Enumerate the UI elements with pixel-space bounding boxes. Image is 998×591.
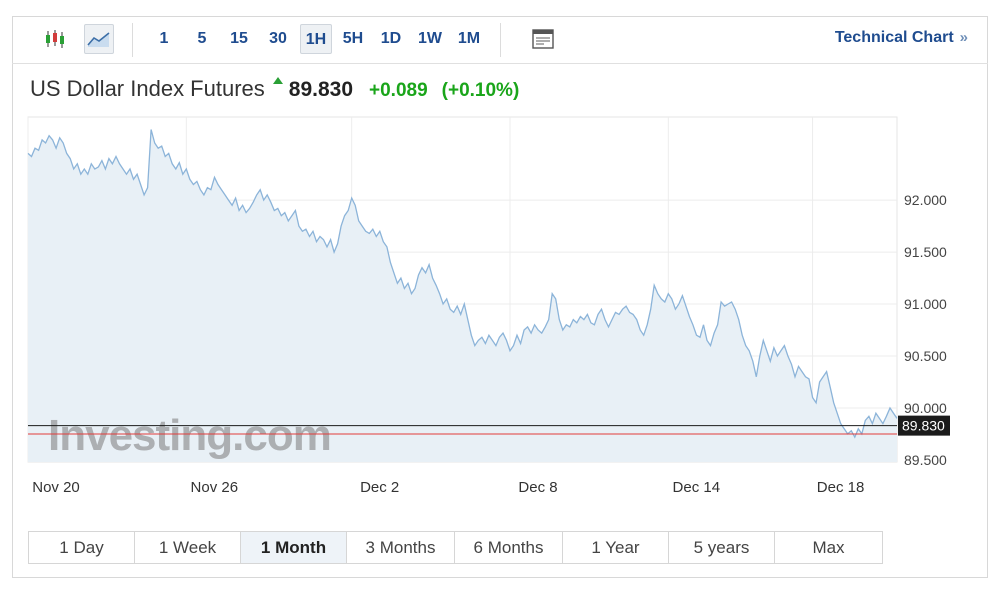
range-1-month-button[interactable]: 1 Month xyxy=(240,531,347,564)
x-tick-label: Dec 8 xyxy=(518,479,557,496)
series-area-fill xyxy=(28,129,897,462)
interval-15-button[interactable]: 15 xyxy=(230,30,248,47)
double-chevron-right-icon: » xyxy=(959,29,968,46)
series-line xyxy=(27,129,898,439)
current-price-badge xyxy=(898,415,950,436)
y-tick-label: 92.000 xyxy=(904,192,947,208)
y-tick-label: 90.500 xyxy=(904,348,947,364)
instrument-name: US Dollar Index Futures xyxy=(30,76,265,101)
interval-30-button[interactable]: 30 xyxy=(269,30,287,47)
x-tick-label: Dec 14 xyxy=(673,479,721,496)
watermark-logo: Investing.com xyxy=(48,411,331,460)
interval-1w-button[interactable]: 1W xyxy=(418,30,442,47)
current-price-label: 89.830 xyxy=(902,418,945,434)
up-arrow-icon xyxy=(272,77,283,84)
toolbar-divider xyxy=(500,23,501,57)
y-tick-label: 91.500 xyxy=(904,244,947,260)
last-price: 89.830 xyxy=(288,78,353,101)
x-tick-label: Nov 26 xyxy=(191,479,239,496)
instrument-header: US Dollar Index Futures 89.830 +0.089 (+… xyxy=(30,76,533,106)
time-range-selector: 1 Day 1 Week 1 Month 3 Months 6 Months 1… xyxy=(28,531,883,564)
interval-5-button[interactable]: 5 xyxy=(197,30,207,47)
x-tick-label: Dec 18 xyxy=(817,479,865,496)
layout-icon[interactable] xyxy=(528,24,558,54)
price-change-percent: (+0.10%) xyxy=(441,80,520,101)
interval-1h-button[interactable]: 1H xyxy=(300,24,332,54)
candlestick-chart-icon[interactable] xyxy=(40,24,70,54)
range-max-button[interactable]: Max xyxy=(774,531,883,564)
toolbar-divider xyxy=(132,23,133,57)
interval-5h-button[interactable]: 5H xyxy=(342,30,364,47)
area-chart-icon[interactable] xyxy=(84,24,114,54)
y-tick-label: 91.000 xyxy=(904,296,947,312)
range-1-day-button[interactable]: 1 Day xyxy=(28,531,135,564)
y-tick-label: 89.500 xyxy=(904,452,947,468)
x-tick-label: Dec 2 xyxy=(360,479,399,496)
widget-frame xyxy=(12,16,988,578)
interval-1d-button[interactable]: 1D xyxy=(380,30,402,47)
technical-chart-link[interactable]: Technical Chart » xyxy=(835,29,968,47)
y-tick-label: 90.000 xyxy=(904,400,947,416)
range-5-years-button[interactable]: 5 years xyxy=(668,531,775,564)
range-3-months-button[interactable]: 3 Months xyxy=(346,531,455,564)
range-6-months-button[interactable]: 6 Months xyxy=(454,531,563,564)
price-change: +0.089 xyxy=(369,80,428,101)
range-1-week-button[interactable]: 1 Week xyxy=(134,531,241,564)
technical-chart-label: Technical Chart xyxy=(834,29,954,46)
interval-1m-button[interactable]: 1M xyxy=(457,30,481,47)
x-tick-label: Nov 20 xyxy=(32,479,80,496)
range-1-year-button[interactable]: 1 Year xyxy=(562,531,669,564)
interval-1-button[interactable]: 1 xyxy=(159,30,169,47)
chart-toolbar: 1 5 15 30 1H 5H 1D 1W 1M Technical Chart… xyxy=(12,16,988,64)
